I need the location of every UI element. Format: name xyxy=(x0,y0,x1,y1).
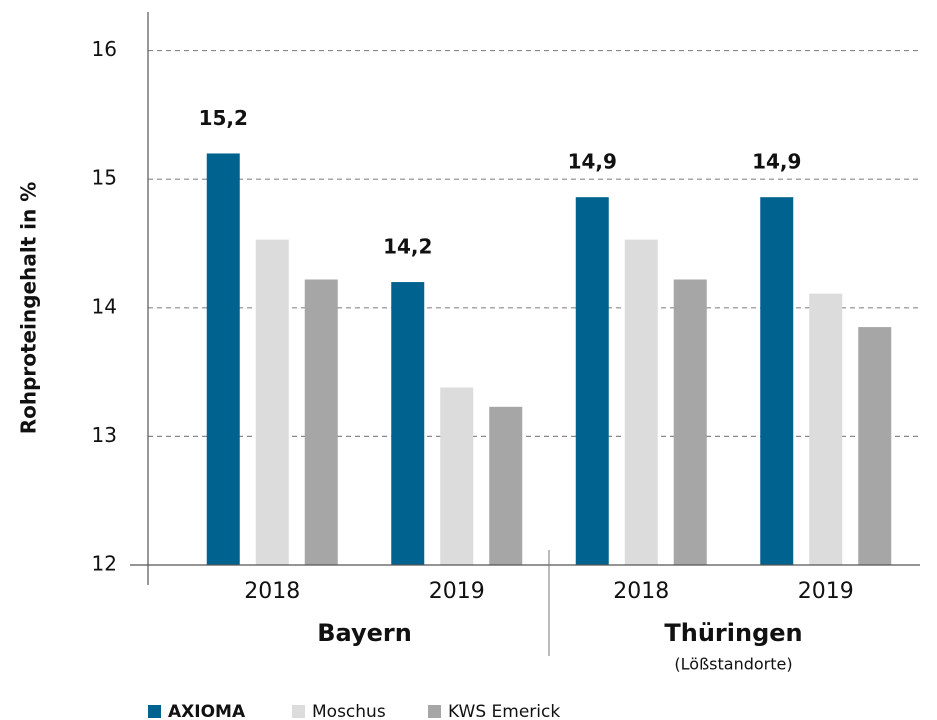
bar xyxy=(858,327,892,565)
value-label: 14,9 xyxy=(752,150,801,174)
value-label: 15,2 xyxy=(199,106,248,130)
legend-swatch xyxy=(428,705,441,718)
legend-label: AXIOMA xyxy=(168,702,246,720)
bar xyxy=(489,406,523,565)
bar xyxy=(624,239,658,565)
legend-label: KWS Emerick xyxy=(448,702,560,720)
bar xyxy=(760,197,794,565)
bar xyxy=(255,239,289,565)
legend-label: Moschus xyxy=(312,702,386,720)
bar xyxy=(809,293,843,565)
value-label: 14,2 xyxy=(383,235,432,259)
bar xyxy=(304,279,338,565)
y-tick-label: 14 xyxy=(92,294,117,318)
x-tick-label: 2018 xyxy=(613,579,669,604)
bar xyxy=(440,387,474,565)
bar xyxy=(575,197,609,565)
y-tick-label: 12 xyxy=(92,552,117,576)
value-label: 14,9 xyxy=(568,150,617,174)
group-label: Thüringen xyxy=(664,619,802,647)
x-tick-label: 2018 xyxy=(244,579,300,604)
x-tick-label: 2019 xyxy=(798,579,854,604)
group-note: (Lößstandorte) xyxy=(674,655,792,674)
y-tick-label: 13 xyxy=(92,423,117,447)
x-tick-label: 2019 xyxy=(429,579,485,604)
y-tick-label: 15 xyxy=(92,166,117,190)
legend-swatch xyxy=(148,705,161,718)
bar xyxy=(391,282,425,565)
y-tick-label: 16 xyxy=(92,37,117,61)
bar xyxy=(673,279,707,565)
group-label: Bayern xyxy=(317,619,412,647)
y-axis-label: Rohproteingehalt in % xyxy=(17,182,41,435)
legend-swatch xyxy=(292,705,305,718)
bar xyxy=(206,153,240,565)
